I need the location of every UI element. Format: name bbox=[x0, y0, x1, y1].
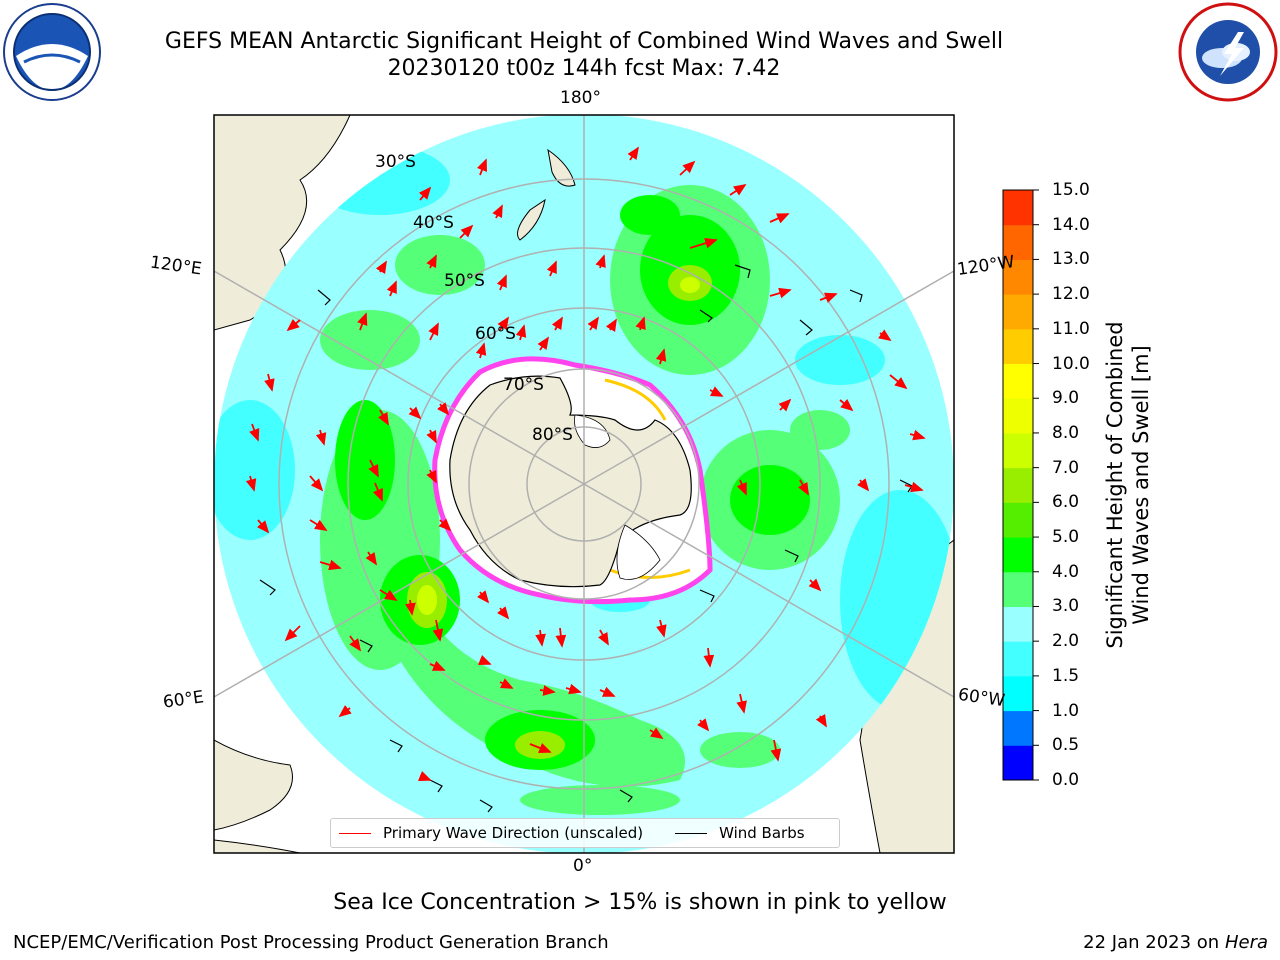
colorbar-tick-label: 8.0 bbox=[1052, 422, 1080, 443]
footer-branch: NCEP/EMC/Verification Post Processing Pr… bbox=[13, 932, 609, 953]
colorbar-swatch bbox=[1003, 398, 1033, 434]
lat-label-50s: 50°S bbox=[444, 271, 485, 291]
colorbar-title-line2: Wind Waves and Swell [m] bbox=[1129, 345, 1153, 625]
colorbar-tick-label: 1.0 bbox=[1052, 700, 1080, 721]
wind-barbs bbox=[259, 264, 913, 813]
colorbar-swatch bbox=[1003, 224, 1033, 260]
colorbar-swatch bbox=[1003, 190, 1033, 226]
colorbar-swatch bbox=[1003, 641, 1033, 677]
colorbar-tick-label: 10.0 bbox=[1052, 353, 1090, 374]
lat-label-40s: 40°S bbox=[413, 213, 454, 233]
colorbar-swatch bbox=[1003, 467, 1033, 503]
colorbar-swatch bbox=[1003, 537, 1033, 573]
colorbar-tick-label: 14.0 bbox=[1052, 214, 1090, 235]
chart-title: GEFS MEAN Antarctic Significant Height o… bbox=[164, 29, 1004, 54]
colorbar-tick-label: 3.0 bbox=[1052, 596, 1080, 617]
colorbar-swatch bbox=[1003, 363, 1033, 399]
colorbar-swatch bbox=[1003, 502, 1033, 538]
legend-item-primary-wave: Primary Wave Direction (unscaled) bbox=[339, 824, 643, 842]
map-legend: Primary Wave Direction (unscaled) Wind B… bbox=[330, 818, 840, 848]
lat-label-70s: 70°S bbox=[503, 375, 544, 395]
colorbar-swatch bbox=[1003, 259, 1033, 295]
legend-item-wind-barbs: Wind Barbs bbox=[675, 824, 805, 842]
land-africa bbox=[214, 739, 301, 853]
land-antarctica bbox=[449, 375, 692, 588]
footer-date: 22 Jan 2023 on Hera bbox=[1083, 932, 1268, 953]
colorbar-ticks: 15.0 14.0 13.0 12.0 11.0 10.0 9.0 8.0 7.0 6.0 5.0 4… bbox=[1052, 180, 1112, 790]
colorbar-tick-label: 13.0 bbox=[1052, 249, 1090, 270]
colorbar-tick-label: 5.0 bbox=[1052, 527, 1080, 548]
colorbar-tick-label: 1.5 bbox=[1052, 665, 1080, 686]
legend-label-primary-wave: Primary Wave Direction (unscaled) bbox=[383, 824, 644, 842]
colorbar-swatch bbox=[1003, 675, 1033, 712]
lat-label-60s: 60°S bbox=[475, 324, 516, 344]
colorbar-tick-label: 0.0 bbox=[1052, 770, 1080, 790]
colorbar-tick-label: 9.0 bbox=[1052, 388, 1080, 409]
colorbar-swatch bbox=[1003, 571, 1033, 607]
colorbar-swatch bbox=[1003, 606, 1033, 642]
chart-subtitle: 20230120 t00z 144h fcst Max: 7.42 bbox=[387, 56, 781, 81]
colorbar bbox=[1002, 189, 1039, 781]
footer-host: Hera bbox=[1224, 932, 1268, 953]
national-weather-service-logo bbox=[1178, 2, 1278, 102]
legend-label-wind-barbs: Wind Barbs bbox=[719, 824, 805, 842]
colorbar-tick-label: 15.0 bbox=[1052, 180, 1090, 200]
colorbar-tick-label: 2.0 bbox=[1052, 631, 1080, 652]
land-new-zealand bbox=[547, 148, 576, 187]
colorbar-swatch bbox=[1003, 710, 1033, 746]
colorbar-tick-label: 12.0 bbox=[1052, 284, 1090, 305]
legend-red-line-icon bbox=[339, 832, 371, 834]
noaa-logo bbox=[3, 3, 101, 101]
lon-label-180: 180° bbox=[560, 88, 601, 108]
colorbar-tick-label: 11.0 bbox=[1052, 318, 1090, 339]
colorbar-title: Significant Height of Combined Wind Wave… bbox=[1102, 285, 1154, 685]
legend-black-line-icon bbox=[675, 832, 708, 834]
colorbar-swatch bbox=[1003, 294, 1033, 330]
colorbar-swatch bbox=[1003, 432, 1033, 469]
footer-date-text: 22 Jan 2023 on bbox=[1083, 932, 1225, 953]
colorbar-tick-label: 0.5 bbox=[1052, 735, 1080, 756]
primary-wave-direction-arrows bbox=[245, 146, 926, 782]
colorbar-tick-label: 6.0 bbox=[1052, 492, 1080, 513]
colorbar-swatch bbox=[1003, 745, 1033, 781]
map-frame bbox=[213, 114, 955, 854]
lat-label-80s: 80°S bbox=[532, 425, 573, 445]
colorbar-title-line1: Significant Height of Combined bbox=[1103, 321, 1127, 649]
sea-ice-footnote: Sea Ice Concentration > 15% is shown in … bbox=[333, 890, 947, 915]
colorbar-swatch bbox=[1003, 328, 1033, 365]
lon-label-0: 0° bbox=[573, 856, 593, 876]
colorbar-tick-label: 7.0 bbox=[1052, 457, 1080, 478]
meridians bbox=[214, 115, 954, 853]
lat-label-30s: 30°S bbox=[375, 152, 416, 172]
colorbar-tick-label: 4.0 bbox=[1052, 561, 1080, 582]
